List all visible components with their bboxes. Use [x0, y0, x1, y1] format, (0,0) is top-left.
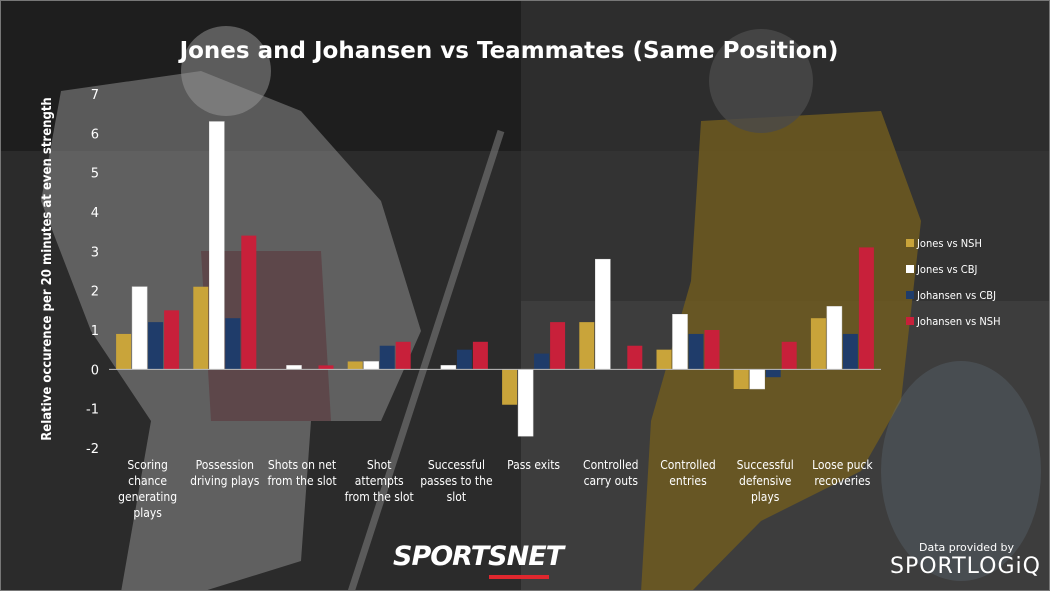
legend-label: Jones vs CBJ — [916, 263, 977, 276]
bar-jones-vs-cbj — [672, 314, 688, 370]
x-category-label: slot — [447, 490, 466, 504]
y-tick-label: 4 — [91, 206, 99, 221]
x-category-label: Pass exits — [507, 458, 560, 472]
x-category-label: passes to the — [420, 474, 493, 488]
bar-jones-vs-nsh — [116, 333, 132, 370]
x-category-label: Scoring — [127, 458, 168, 472]
x-category-label: Controlled — [660, 458, 716, 472]
sportsnet-logo-text: SPORTSNET — [393, 541, 564, 572]
y-tick-label: 7 — [91, 88, 99, 103]
x-category-label: attempts — [355, 474, 404, 488]
bar-johansen-vs-cbj — [765, 369, 781, 378]
x-category-label: carry outs — [584, 474, 639, 488]
bar-johansen-vs-nsh — [472, 341, 488, 370]
bar-johansen-vs-nsh — [164, 310, 180, 370]
x-category-label: Successful — [428, 458, 485, 472]
bar-johansen-vs-nsh — [858, 247, 874, 370]
legend-swatch — [906, 291, 914, 299]
x-category-label: recoveries — [814, 474, 870, 488]
bar-jones-vs-cbj — [209, 121, 225, 370]
legend-label: Johansen vs NSH — [916, 315, 1001, 328]
y-tick-label: -2 — [86, 442, 99, 457]
x-category-label: defensive — [739, 474, 792, 488]
bar-johansen-vs-cbj — [688, 333, 704, 370]
bar-jones-vs-cbj — [286, 365, 302, 370]
bar-jones-vs-nsh — [656, 349, 672, 370]
data-credit-label: Data provided by — [919, 541, 1015, 554]
bar-johansen-vs-nsh — [627, 345, 643, 370]
bar-jones-vs-nsh — [502, 369, 518, 405]
bar-johansen-vs-cbj — [456, 349, 472, 370]
bar-johansen-vs-cbj — [148, 322, 164, 370]
y-tick-label: 1 — [91, 324, 99, 339]
bar-jones-vs-nsh — [193, 286, 209, 370]
x-category-label: plays — [133, 506, 162, 520]
legend-swatch — [906, 239, 914, 247]
x-category-label: from the slot — [345, 490, 414, 504]
bar-johansen-vs-nsh — [318, 365, 334, 370]
y-tick-label: 5 — [91, 167, 99, 182]
x-category-label: Controlled — [583, 458, 639, 472]
legend: Jones vs NSH Jones vs CBJ Johansen vs CBJ J… — [906, 237, 1001, 328]
bar-jones-vs-cbj — [517, 369, 534, 437]
bar-jones-vs-cbj — [749, 369, 765, 390]
bar-jones-vs-cbj — [440, 365, 457, 370]
bar-johansen-vs-cbj — [534, 353, 550, 370]
bar-johansen-vs-cbj — [379, 345, 395, 370]
bar-johansen-vs-cbj — [225, 318, 241, 370]
sportlogiq-logo: SPORTLOGiQ — [890, 554, 1041, 579]
legend-swatch — [906, 265, 914, 273]
bar-johansen-vs-nsh — [550, 322, 566, 370]
bar-jones-vs-nsh — [733, 369, 749, 389]
bar-johansen-vs-nsh — [241, 235, 257, 370]
bar-jones-vs-nsh — [810, 318, 826, 370]
x-category-label: chance — [128, 474, 167, 488]
x-category-label: generating — [118, 490, 177, 504]
y-tick-label: -1 — [86, 403, 99, 418]
x-category-label: Possession — [196, 458, 254, 472]
y-axis-ticks: -2 -1 0 1 2 3 4 5 6 7 — [86, 88, 99, 457]
y-axis-label: Relative occurence per 20 minutes at eve… — [40, 97, 55, 440]
bar-jones-vs-cbj — [826, 306, 843, 370]
legend-label: Jones vs NSH — [916, 237, 982, 250]
bar-jones-vs-nsh — [347, 361, 363, 370]
chart-title: Jones and Johansen vs Teammates (Same Po… — [178, 38, 839, 64]
bar-jones-vs-cbj — [131, 286, 148, 370]
y-tick-label: 0 — [91, 363, 99, 378]
x-category-label: Successful — [737, 458, 794, 472]
bars — [116, 121, 874, 437]
x-category-label: Shot — [367, 458, 392, 472]
bar-jones-vs-nsh — [579, 322, 595, 370]
x-category-label: driving plays — [190, 474, 260, 488]
legend-swatch — [906, 317, 914, 325]
x-axis-labels: Scoring chance generating plays Possession dr… — [118, 458, 873, 520]
x-category-label: Shots on net — [268, 458, 336, 472]
x-category-label: entries — [669, 474, 707, 488]
bar-johansen-vs-nsh — [395, 341, 411, 370]
bar-jones-vs-cbj — [595, 258, 611, 370]
sportsnet-logo-underline — [489, 575, 549, 579]
y-tick-label: 6 — [91, 127, 99, 142]
y-tick-label: 3 — [91, 245, 99, 260]
legend-label: Johansen vs CBJ — [916, 289, 996, 302]
bar-johansen-vs-cbj — [842, 333, 858, 370]
x-category-label: from the slot — [267, 474, 336, 488]
bar-johansen-vs-nsh — [704, 330, 720, 370]
sportsnet-logo: SPORTSNET — [393, 541, 564, 579]
bar-jones-vs-cbj — [363, 361, 379, 370]
bar-johansen-vs-nsh — [781, 341, 797, 370]
x-category-label: plays — [751, 490, 780, 504]
x-category-label: Loose puck — [812, 458, 873, 472]
y-tick-label: 2 — [91, 285, 99, 300]
